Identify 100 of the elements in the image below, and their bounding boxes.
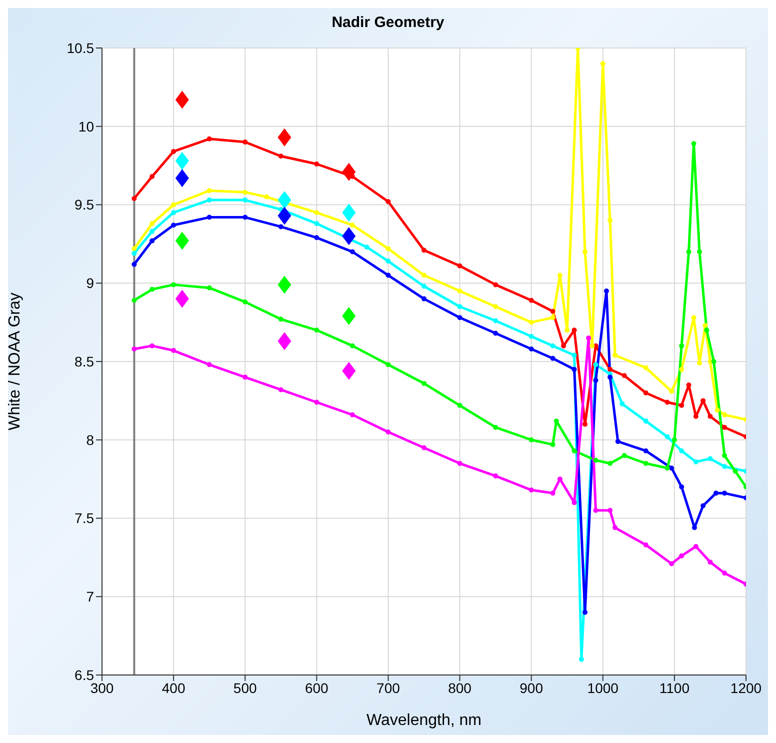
- point: [206, 136, 212, 142]
- point: [572, 352, 577, 358]
- point: [175, 290, 189, 308]
- point: [132, 298, 137, 303]
- y-tick-label: 7.5: [74, 510, 94, 526]
- point: [708, 456, 713, 462]
- point: [643, 365, 648, 370]
- x-tick-label: 1000: [587, 680, 619, 696]
- point: [457, 315, 462, 320]
- point: [528, 320, 534, 325]
- point: [206, 188, 212, 194]
- point: [493, 318, 498, 324]
- y-tick-label: 8.5: [74, 353, 94, 370]
- point: [175, 90, 189, 109]
- point: [732, 468, 738, 474]
- point: [242, 140, 248, 145]
- point: [664, 466, 670, 471]
- point: [342, 204, 356, 222]
- point: [150, 174, 155, 180]
- point: [679, 366, 684, 372]
- y-axis-title: White / NOAA Gray: [6, 292, 24, 430]
- point: [713, 490, 718, 496]
- point: [364, 244, 370, 250]
- point: [493, 282, 498, 288]
- point: [171, 348, 176, 354]
- point: [679, 448, 684, 454]
- point: [350, 343, 355, 348]
- point: [696, 249, 702, 254]
- x-axis-title: Wavelength, nm: [366, 712, 482, 729]
- point: [242, 198, 248, 203]
- point: [693, 459, 698, 464]
- point: [278, 276, 292, 294]
- y-tick-label: 7: [86, 588, 94, 605]
- point: [206, 214, 212, 220]
- point: [278, 128, 292, 146]
- point: [572, 366, 577, 372]
- point: [708, 560, 713, 565]
- point: [700, 503, 706, 508]
- point: [704, 328, 710, 333]
- point: [557, 272, 562, 278]
- point: [612, 352, 618, 358]
- point: [693, 544, 698, 549]
- point: [242, 374, 248, 380]
- point: [171, 210, 176, 216]
- point: [722, 490, 728, 496]
- point: [150, 228, 155, 234]
- point: [457, 460, 462, 466]
- x-tick-label: 600: [304, 680, 329, 696]
- point: [664, 434, 670, 440]
- point: [314, 235, 320, 240]
- point: [582, 610, 588, 615]
- point: [350, 222, 355, 228]
- point: [342, 227, 356, 246]
- point: [669, 561, 674, 566]
- point: [150, 343, 155, 348]
- point: [242, 214, 248, 220]
- point: [528, 437, 534, 442]
- point: [278, 316, 284, 322]
- point: [171, 148, 176, 154]
- x-tick-label: 400: [162, 680, 186, 696]
- point: [582, 422, 588, 427]
- point: [612, 525, 618, 530]
- point: [150, 221, 155, 226]
- point: [528, 488, 534, 493]
- y-tick-label: 10: [78, 118, 94, 134]
- x-tick-label: 500: [233, 680, 258, 696]
- point: [314, 400, 320, 405]
- point: [350, 249, 355, 254]
- point: [600, 61, 606, 66]
- point: [493, 304, 498, 310]
- point: [593, 508, 598, 513]
- point: [278, 224, 284, 230]
- point: [422, 296, 426, 302]
- point: [679, 402, 684, 408]
- point: [669, 388, 674, 394]
- point: [457, 304, 462, 310]
- point: [132, 246, 137, 252]
- point: [550, 442, 556, 448]
- point: [722, 424, 728, 430]
- point: [679, 484, 684, 490]
- point: [679, 343, 684, 348]
- x-tick-label: 700: [376, 680, 400, 696]
- point: [643, 448, 648, 454]
- point: [708, 414, 713, 419]
- point: [620, 401, 625, 406]
- point: [175, 152, 189, 170]
- point: [608, 508, 613, 513]
- point: [457, 288, 462, 294]
- point: [386, 258, 391, 264]
- point: [615, 438, 620, 444]
- point: [550, 490, 556, 496]
- point: [643, 460, 648, 466]
- point: [550, 356, 556, 361]
- y-tick-label: 9.5: [74, 196, 94, 213]
- point: [342, 162, 356, 181]
- point: [554, 418, 559, 424]
- point: [422, 272, 426, 278]
- point: [593, 378, 598, 383]
- point: [696, 360, 702, 366]
- point: [422, 380, 426, 386]
